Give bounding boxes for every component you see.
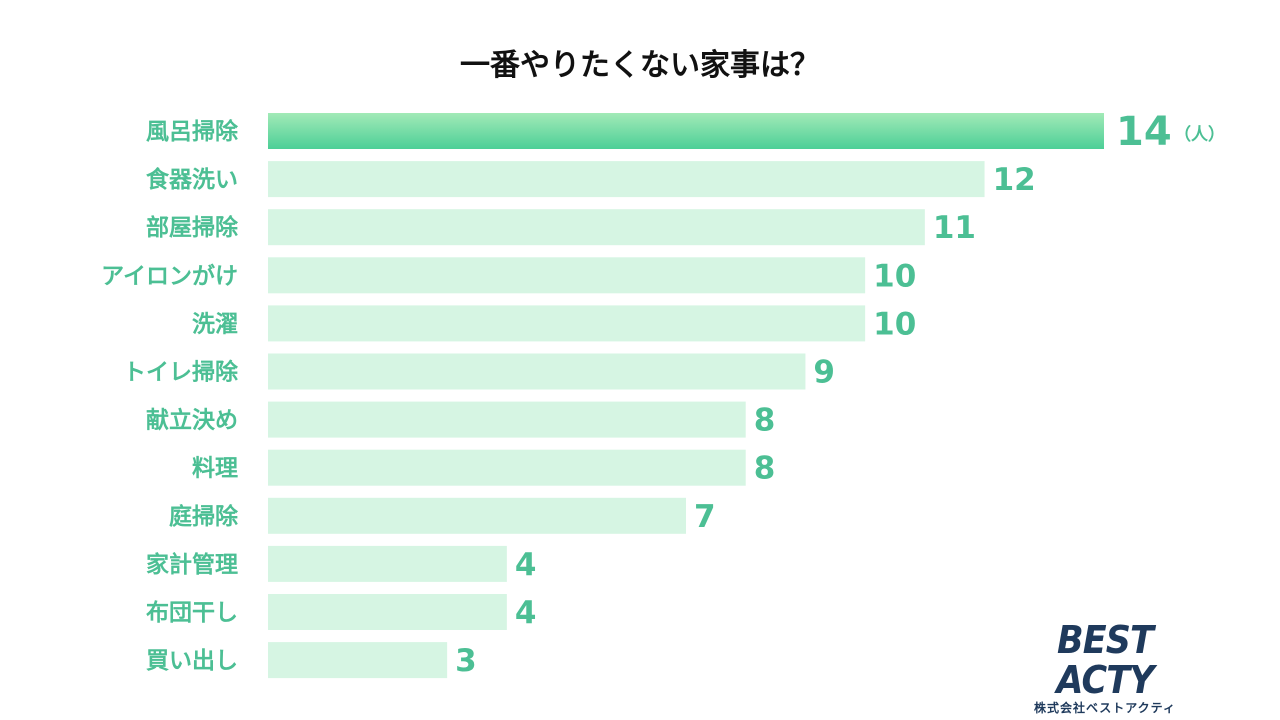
category-label: 庭掃除 (169, 503, 239, 530)
bars-layer: 風呂掃除 14 （人） 食器洗い 12 部屋掃除 11 アイロンがけ 10 洗濯 10 トイレ掃除 9 献… (101, 109, 1225, 679)
category-label: 布団干し (146, 599, 238, 626)
category-label: 部屋掃除 (146, 214, 239, 241)
value-label: 12 (993, 162, 1036, 198)
category-label: アイロンがけ (101, 262, 238, 289)
bar-5 (268, 305, 866, 342)
category-label: トイレ掃除 (123, 359, 239, 386)
value-label: 14 (1116, 109, 1172, 155)
bar-4 (268, 257, 866, 294)
logo-company-name: 株式会社ベストアクティ (1034, 701, 1176, 715)
category-label: 風呂掃除 (146, 118, 239, 145)
unit-label: （人） (1174, 124, 1225, 145)
bar-6 (268, 353, 806, 390)
value-label: 10 (873, 306, 916, 342)
value-label: 9 (813, 355, 835, 391)
bar-11 (268, 594, 507, 630)
value-label: 10 (873, 258, 916, 294)
category-label: 食器洗い (146, 166, 238, 193)
bar-8 (268, 449, 746, 486)
value-label: 8 (754, 451, 776, 487)
value-label: 4 (515, 547, 537, 583)
bar-10 (268, 545, 507, 582)
value-label: 3 (455, 643, 477, 679)
bar-9 (268, 497, 686, 534)
bar-1 (268, 113, 1104, 149)
category-label: 家計管理 (146, 551, 238, 578)
bar-2 (268, 161, 985, 198)
value-label: 8 (754, 403, 776, 439)
category-label: 洗濯 (192, 311, 238, 337)
chart-title: 一番やりたくない家事は？ (460, 48, 820, 83)
category-label: 買い出し (146, 648, 238, 674)
bar-3 (268, 209, 925, 246)
bar-12 (268, 642, 448, 679)
logo-wordmark: BEST ACTY (1056, 618, 1154, 702)
company-logo: BEST ACTY 株式会社ベストアクティ (1000, 620, 1210, 716)
value-label: 4 (515, 595, 537, 631)
value-label: 11 (933, 210, 976, 246)
bar-7 (268, 401, 746, 438)
category-label: 料理 (192, 456, 238, 482)
category-label: 献立決め (146, 407, 238, 434)
value-label: 7 (694, 499, 716, 535)
